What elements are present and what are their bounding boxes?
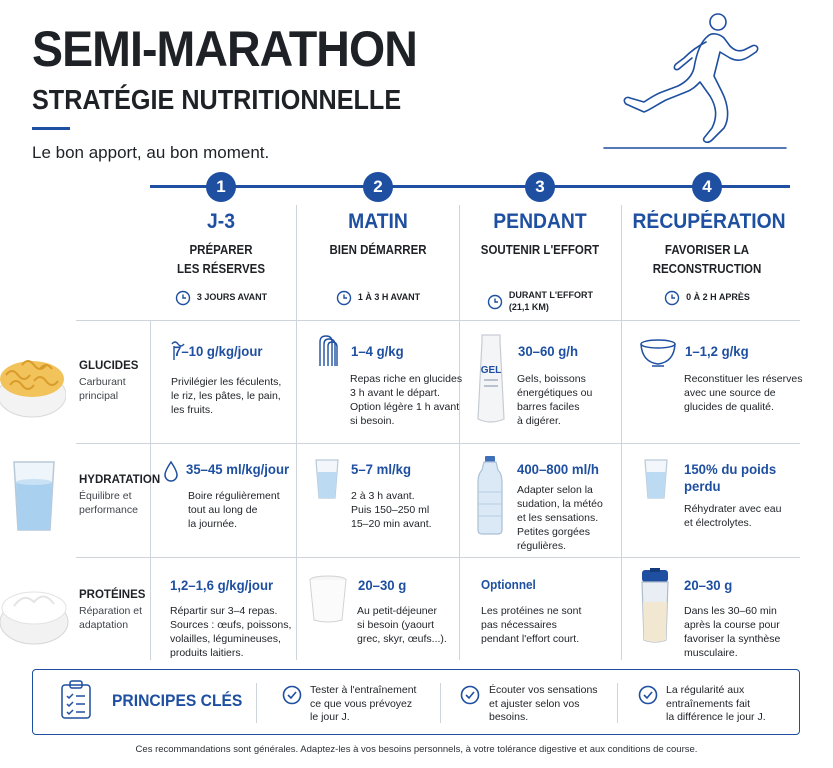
svg-text:GEL: GEL	[481, 365, 502, 376]
column-divider	[459, 205, 460, 660]
proteines-matin-value: 20–30 g	[358, 577, 407, 593]
water-drop-icon	[164, 460, 178, 482]
glucides-j3-value: 7–10 g/kg/jour	[174, 343, 263, 359]
clock-icon	[336, 290, 352, 306]
check-circle-icon	[638, 685, 658, 705]
phase-name: J-3	[207, 210, 235, 233]
bread-slices-icon	[319, 335, 338, 366]
clock-icon	[175, 290, 191, 306]
phase-name: PENDANT	[493, 210, 587, 233]
row-label-glucides: GLUCIDES Carburant principal	[79, 360, 139, 403]
phase-time-3: DURANT L'EFFORT (21,1 KM)	[459, 290, 621, 313]
proteines-recup-text: Dans les 30–60 min après la course pour fa…	[684, 605, 781, 659]
phase-subtitle: SOUTENIR L'EFFORT	[480, 243, 600, 258]
principles-box	[32, 669, 800, 735]
column-divider	[621, 205, 622, 660]
check-circle-icon	[460, 685, 480, 705]
proteines-j3-text: Répartir sur 3–4 repas. Sources : œufs, p…	[170, 605, 292, 659]
principles-divider	[617, 683, 618, 723]
phase-time-1: 3 JOURS AVANT	[140, 290, 302, 306]
hydratation-recup-text: Réhydrater avec eau et électrolytes.	[684, 503, 782, 529]
glucides-j3-text: Privilégier les féculents, le riz, les pâ…	[171, 376, 282, 416]
glucides-recup-text: Reconstituer les réserves avec une source…	[684, 373, 803, 413]
glucides-matin-value: 1–4 g/kg	[351, 343, 404, 359]
footnote: Ces recommandations sont générales. Adap…	[135, 744, 698, 755]
proteines-recup-value: 20–30 g	[684, 577, 733, 593]
phase-subtitle: BIEN DÉMARRER	[329, 243, 427, 258]
proteines-pendant-text: Les protéines ne sont pas nécessaires pend…	[481, 605, 582, 645]
phase-j3: J-3 PRÉPARER LES RÉSERVES	[140, 210, 302, 279]
column-divider	[296, 205, 297, 660]
hydratation-matin-value: 5–7 ml/kg	[351, 461, 411, 477]
step-badge-1: 1	[206, 172, 236, 202]
clipboard-checklist-icon	[61, 680, 91, 719]
proteines-j3-value: 1,2–1,6 g/kg/jour	[170, 577, 274, 593]
hydratation-j3-text: Boire régulièrement tout au long de la jou…	[188, 490, 280, 530]
row-divider	[76, 443, 800, 444]
yogurt-cup-icon	[309, 575, 347, 623]
water-bottle-icon	[477, 456, 503, 535]
hydratation-matin-text: 2 à 3 h avant. Puis 150–250 ml 15–20 min a…	[351, 490, 432, 530]
shaker-icon	[641, 568, 669, 643]
principles-divider	[440, 683, 441, 723]
phase-time-4: 0 À 2 H APRÈS	[626, 290, 788, 306]
hydratation-pendant-value: 400–800 ml/h	[517, 461, 599, 477]
glass-icon	[644, 459, 668, 499]
step-badge-2: 2	[363, 172, 393, 202]
principle-3: La régularité aux entraînements fait la di…	[666, 684, 766, 724]
page-title: SEMI-MARATHON	[32, 21, 418, 77]
principle-2: Écouter vos sensations et ajuster selon v…	[489, 684, 598, 724]
row-divider	[76, 557, 800, 558]
glass-icon	[315, 459, 339, 499]
phase-subtitle: FAVORISER LA RECONSTRUCTION	[652, 243, 762, 276]
step-badge-4: 4	[692, 172, 722, 202]
yogurt-bowl-icon	[0, 591, 69, 645]
phase-time-2: 1 À 3 H AVANT	[297, 290, 459, 306]
phase-pendant: PENDANT SOUTENIR L'EFFORT	[459, 210, 621, 260]
pasta-bowl-icon	[0, 360, 66, 418]
hydratation-pendant-text: Adapter selon la sudation, la météo et les…	[517, 484, 603, 552]
row-divider	[76, 320, 800, 321]
hydratation-j3-value: 35–45 ml/kg/jour	[186, 461, 290, 477]
page-subtitle: STRATÉGIE NUTRITIONNELLE	[32, 84, 402, 115]
glucides-pendant-value: 30–60 g/h	[518, 343, 578, 359]
step-badge-3: 3	[525, 172, 555, 202]
phase-recuperation: RÉCUPÉRATION FAVORISER LA RECONSTRUCTION	[626, 210, 788, 279]
column-divider	[150, 320, 151, 660]
proteines-pendant-value: Optionnel	[481, 578, 536, 592]
phase-subtitle: PRÉPARER LES RÉSERVES	[176, 243, 265, 276]
proteines-matin-text: Au petit-déjeuner si besoin (yaourt grec, …	[357, 605, 447, 645]
pasta-icon	[171, 341, 185, 360]
clock-icon	[664, 290, 680, 306]
principle-1: Tester à l'entraînement ce que vous prévo…	[310, 684, 417, 724]
timeline	[150, 185, 790, 188]
water-glass-icon	[13, 461, 55, 531]
check-circle-icon	[282, 685, 302, 705]
glucides-pendant-text: Gels, boissons énergétiques ou barres faci…	[517, 373, 593, 427]
hydratation-recup-value: 150% du poids perdu	[684, 461, 777, 494]
phase-matin: MATIN BIEN DÉMARRER	[297, 210, 459, 260]
runner-icon	[603, 13, 787, 149]
tagline: Le bon apport, au bon moment.	[32, 143, 270, 162]
row-label-proteines: PROTÉINES Réparation et adaptation	[79, 589, 146, 632]
principles-title: PRINCIPES CLÉS	[112, 691, 243, 710]
principles-divider	[256, 683, 257, 723]
glucides-recup-value: 1–1,2 g/kg	[685, 343, 749, 359]
phase-name: RÉCUPÉRATION	[632, 210, 786, 233]
phase-name: MATIN	[348, 210, 408, 233]
title-underline	[32, 127, 70, 130]
gel-pack-icon: GEL	[477, 334, 505, 423]
glucides-matin-text: Repas riche en glucides 3 h avant le dépa…	[350, 373, 463, 427]
clock-icon	[487, 294, 503, 309]
row-label-hydratation: HYDRATATION Équilibre et performance	[79, 474, 161, 517]
bowl-icon	[640, 339, 676, 367]
